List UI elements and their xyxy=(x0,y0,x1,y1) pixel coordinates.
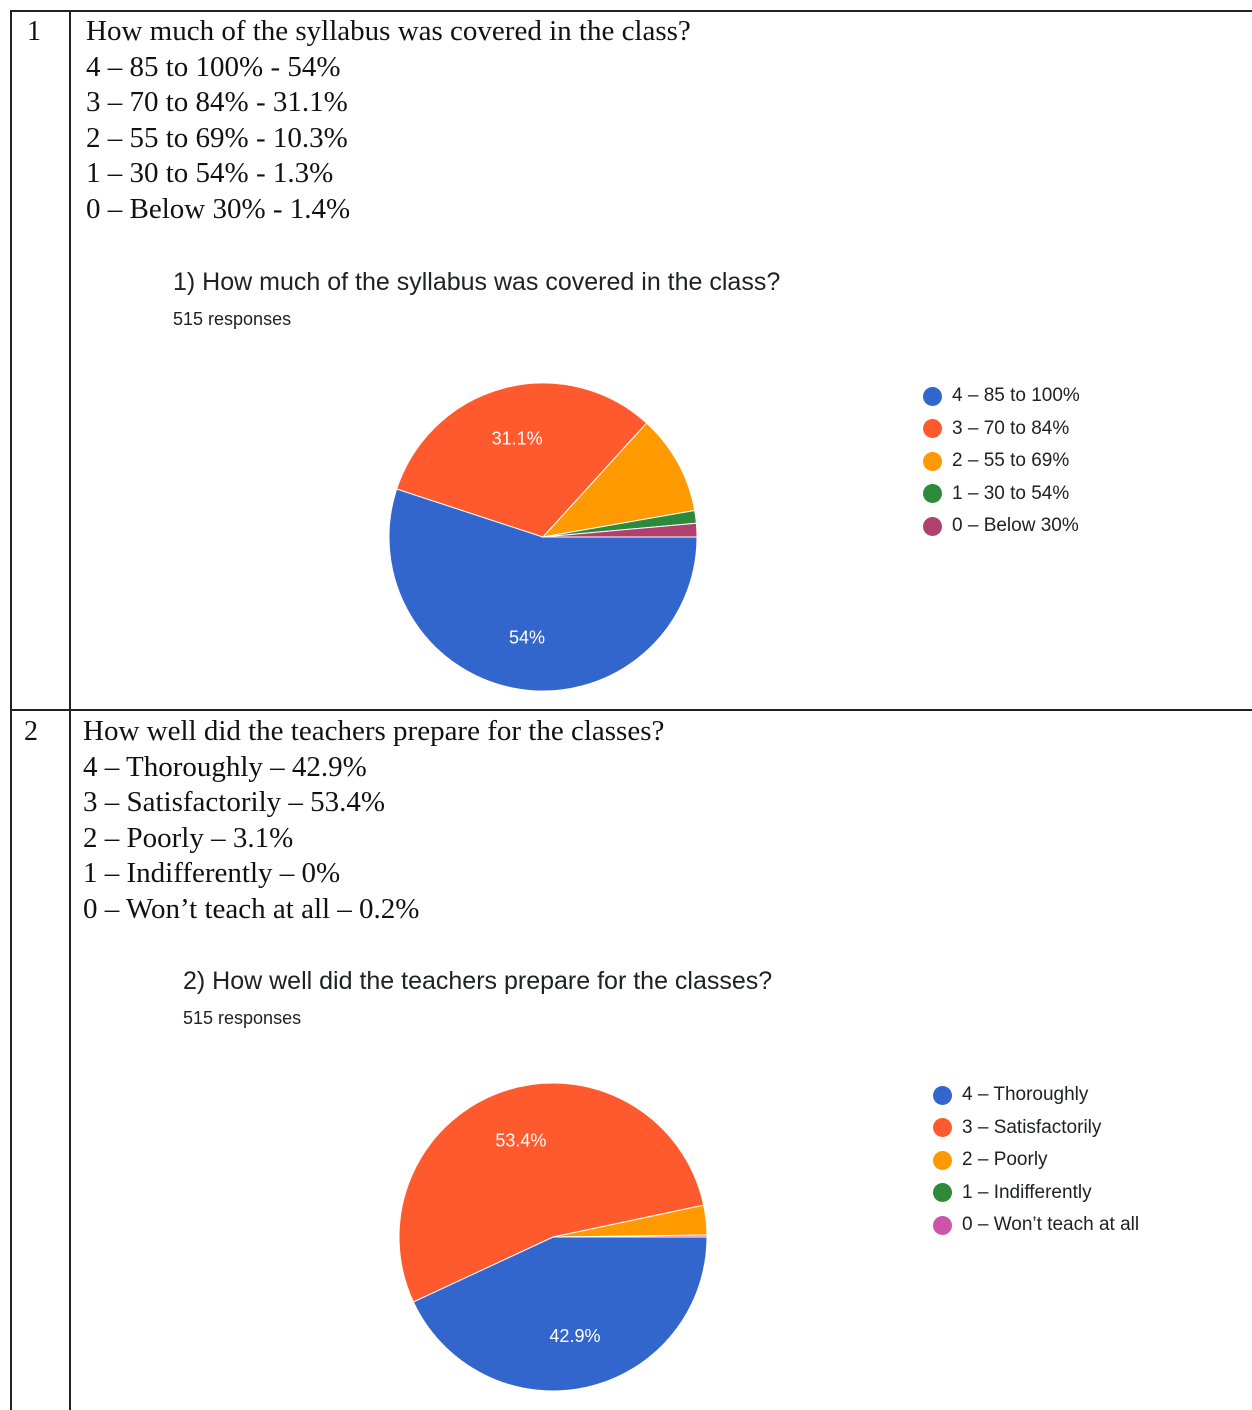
chart-legend: 4 – 85 to 100% 3 – 70 to 84% 2 – 55 to 69%… xyxy=(923,380,1080,543)
question-block: How well did the teachers prepare for th… xyxy=(83,714,664,927)
legend-swatch xyxy=(923,451,942,471)
response-count: 515 responses xyxy=(173,309,292,329)
answer-line: 2 – 55 to 69% - 10.3% xyxy=(86,121,348,154)
legend-item: 4 – Thoroughly xyxy=(933,1079,1139,1112)
answer-line: 3 – 70 to 84% - 31.1% xyxy=(86,86,348,118)
answer-line: 3 – Satisfactorily – 53.4% xyxy=(83,786,386,818)
legend-item: 2 – 55 to 69% xyxy=(923,445,1080,478)
pie-data-label: 54% xyxy=(509,627,545,647)
question-text: How much of the syllabus was covered in … xyxy=(86,15,691,47)
legend-swatch xyxy=(923,419,942,439)
legend-swatch xyxy=(923,516,942,536)
table-row-divider xyxy=(10,709,1252,711)
answer-line: 1 – 30 to 54% - 1.3% xyxy=(86,157,334,189)
legend-label: 4 – 85 to 100% xyxy=(952,385,1080,407)
legend-swatch xyxy=(933,1183,952,1203)
legend-label: 2 – Poorly xyxy=(962,1149,1048,1171)
legend-label: 3 – Satisfactorily xyxy=(962,1116,1102,1138)
legend-label: 0 – Below 30% xyxy=(952,515,1079,537)
answer-line: 4 – 85 to 100% - 54% xyxy=(86,50,341,83)
pie-data-label: 53.4% xyxy=(495,1131,546,1151)
legend-label: 4 – Thoroughly xyxy=(962,1084,1089,1106)
legend-label: 1 – 30 to 54% xyxy=(952,482,1070,504)
legend-label: 1 – Indifferently xyxy=(962,1181,1092,1203)
pie-slice-3-70-to-84 xyxy=(396,382,648,538)
legend-label: 2 – 55 to 69% xyxy=(952,450,1070,472)
answer-line: 0 – Won’t teach at all – 0.2% xyxy=(83,892,420,925)
legend-swatch xyxy=(923,386,942,406)
answer-line: 0 – Below 30% - 1.4% xyxy=(86,192,351,225)
chart-title: 1) How much of the syllabus was covered … xyxy=(173,268,781,296)
legend-item: 1 – Indifferently xyxy=(933,1177,1139,1210)
legend-swatch xyxy=(933,1118,952,1138)
legend-label: 0 – Won’t teach at all xyxy=(962,1214,1140,1236)
legend-swatch xyxy=(933,1150,952,1170)
row-number: 2 xyxy=(24,716,38,747)
pie-slice-4-thoroughly xyxy=(412,1236,708,1392)
pie-slice-4-85-to-100 xyxy=(388,488,698,692)
pie-slice-0-below-30 xyxy=(542,522,698,538)
pie-slice-3-satisfactorily xyxy=(398,1082,705,1303)
answer-line: 1 – Indifferently – 0% xyxy=(83,857,341,889)
row-number: 1 xyxy=(27,16,41,47)
question-text: How well did the teachers prepare for th… xyxy=(83,715,665,747)
pie-chart: 42.9% 53.4% xyxy=(398,1082,708,1392)
legend-item: 0 – Below 30% xyxy=(923,510,1080,543)
legend-swatch xyxy=(933,1085,952,1105)
pie-data-label: 31.1% xyxy=(492,429,543,449)
pie-chart: 54% 31.1% xyxy=(388,382,698,692)
legend-swatch xyxy=(933,1215,952,1235)
pie-slice-0-won-t-teach-at-all xyxy=(552,1234,708,1238)
table-top-border xyxy=(10,10,1252,12)
answer-line: 4 – Thoroughly – 42.9% xyxy=(83,750,367,783)
legend-label: 3 – 70 to 84% xyxy=(952,417,1070,439)
response-count: 515 responses xyxy=(183,1008,302,1028)
legend-swatch xyxy=(923,484,942,504)
chart-legend: 4 – Thoroughly 3 – Satisfactorily 2 – Poor… xyxy=(933,1079,1139,1242)
legend-item: 1 – 30 to 54% xyxy=(923,478,1080,511)
answer-line: 2 – Poorly – 3.1% xyxy=(83,821,294,854)
chart-title: 2) How well did the teachers prepare for… xyxy=(183,967,773,995)
pie-data-label: 42.9% xyxy=(549,1326,600,1346)
question-block: How much of the syllabus was covered in … xyxy=(86,14,691,227)
legend-item: 4 – 85 to 100% xyxy=(923,380,1080,413)
legend-item: 2 – Poorly xyxy=(933,1144,1139,1177)
legend-item: 3 – 70 to 84% xyxy=(923,413,1080,446)
pie-slice-2-55-to-69 xyxy=(541,422,696,538)
legend-item: 3 – Satisfactorily xyxy=(933,1112,1139,1145)
legend-item: 0 – Won’t teach at all xyxy=(933,1209,1139,1242)
